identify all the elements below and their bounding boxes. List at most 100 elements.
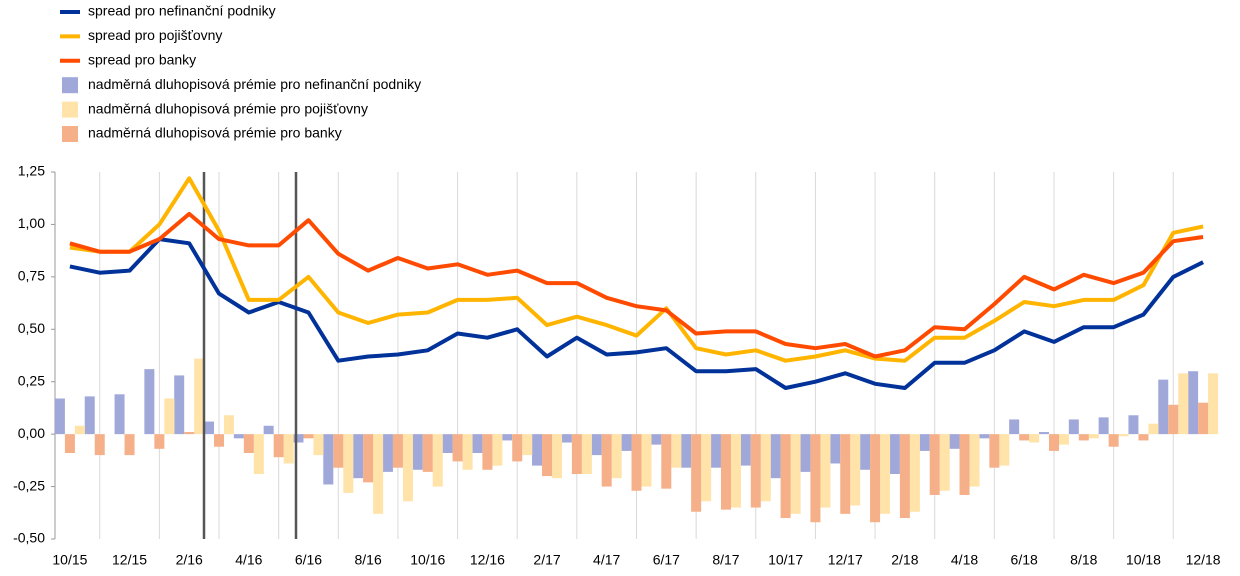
bar xyxy=(1009,419,1020,435)
x-tick-label: 10/17 xyxy=(768,552,803,568)
legend-swatch xyxy=(62,77,78,94)
bar xyxy=(1108,434,1119,447)
x-tick-label: 2/17 xyxy=(533,552,560,568)
bar xyxy=(224,415,235,435)
bar xyxy=(810,434,821,523)
bar xyxy=(840,434,851,514)
bar xyxy=(363,434,374,483)
bar xyxy=(293,434,304,443)
bar xyxy=(233,434,244,439)
bar xyxy=(412,434,423,470)
bar xyxy=(710,434,721,468)
bar xyxy=(84,396,95,435)
bar xyxy=(591,434,602,456)
bar xyxy=(780,434,791,519)
bar xyxy=(1058,434,1069,445)
bar xyxy=(522,434,533,456)
bar xyxy=(174,375,185,435)
bar xyxy=(94,434,105,456)
bar xyxy=(909,434,920,512)
y-tick-label: -0,25 xyxy=(13,477,45,493)
bar xyxy=(253,434,264,474)
bar xyxy=(422,434,433,472)
bar xyxy=(502,434,513,441)
bar xyxy=(959,434,970,495)
y-tick-label: 0,25 xyxy=(18,372,45,388)
bar xyxy=(1178,373,1189,435)
bar xyxy=(1029,434,1040,443)
bar xyxy=(691,434,702,512)
bar xyxy=(850,434,861,506)
bar xyxy=(542,434,553,477)
bar xyxy=(144,369,155,435)
bar xyxy=(800,434,811,472)
bar xyxy=(889,434,900,474)
bar xyxy=(939,434,950,491)
bar xyxy=(382,434,393,472)
labels: -0,50 -0,25 0,00 0,25 0,50 0,75 1,00 1,25 10/15 1… xyxy=(13,163,1221,568)
bars xyxy=(54,358,1219,523)
bar xyxy=(313,434,324,456)
bar xyxy=(681,434,692,468)
bar xyxy=(532,434,543,466)
bar xyxy=(184,432,195,435)
bar xyxy=(263,425,274,435)
bar xyxy=(919,434,930,451)
bar xyxy=(1068,419,1079,435)
bar xyxy=(343,434,354,493)
y-tick-label: -0,50 xyxy=(13,530,45,546)
bar xyxy=(929,434,940,495)
x-tick-label: 12/18 xyxy=(1186,552,1221,568)
bar xyxy=(204,421,215,435)
bar xyxy=(1019,434,1030,441)
x-tick-label: 8/16 xyxy=(354,552,381,568)
x-tick-label: 6/16 xyxy=(295,552,322,568)
bar xyxy=(373,434,384,514)
bar xyxy=(1188,371,1199,435)
bar xyxy=(273,434,284,458)
bar xyxy=(601,434,612,487)
bar xyxy=(492,434,503,466)
bar xyxy=(1038,432,1049,435)
bar xyxy=(333,434,344,468)
legend-label: nadměrná dluhopisová prémie pro nefinanč… xyxy=(88,76,421,92)
bar xyxy=(512,434,523,462)
bar xyxy=(1048,434,1059,451)
x-tick-label: 12/15 xyxy=(112,552,147,568)
bar xyxy=(323,434,334,485)
bar xyxy=(899,434,910,519)
y-tick-label: 0,50 xyxy=(18,320,45,336)
line xyxy=(69,237,1204,390)
bar xyxy=(552,434,563,479)
x-tick-label: 2/16 xyxy=(176,552,203,568)
bar xyxy=(462,434,473,470)
bar xyxy=(651,434,662,445)
bar xyxy=(283,434,294,464)
x-tick-label: 6/18 xyxy=(1011,552,1038,568)
y-tick-label: 0,00 xyxy=(18,425,45,441)
bar xyxy=(1078,434,1089,441)
x-tick-label: 8/18 xyxy=(1070,552,1097,568)
bar xyxy=(750,434,761,508)
legend: spread pro nefinanční podniky spread pro … xyxy=(60,3,421,142)
bar xyxy=(114,394,125,435)
bar xyxy=(1138,434,1149,441)
bar xyxy=(870,434,881,523)
legend-label: spread pro banky xyxy=(88,52,196,68)
x-tick-label: 4/18 xyxy=(951,552,978,568)
bar xyxy=(701,434,712,502)
bar xyxy=(392,434,403,468)
bar xyxy=(243,434,254,454)
bar xyxy=(353,434,364,479)
x-tick-label: 12/17 xyxy=(828,552,863,568)
bar xyxy=(979,434,990,439)
bar xyxy=(1128,415,1139,435)
x-tick-label: 6/17 xyxy=(653,552,680,568)
y-tick-label: 1,00 xyxy=(18,215,45,231)
bar xyxy=(1088,434,1099,439)
bar xyxy=(661,434,672,489)
bar xyxy=(631,434,642,491)
bar xyxy=(452,434,463,462)
bar xyxy=(730,434,741,508)
